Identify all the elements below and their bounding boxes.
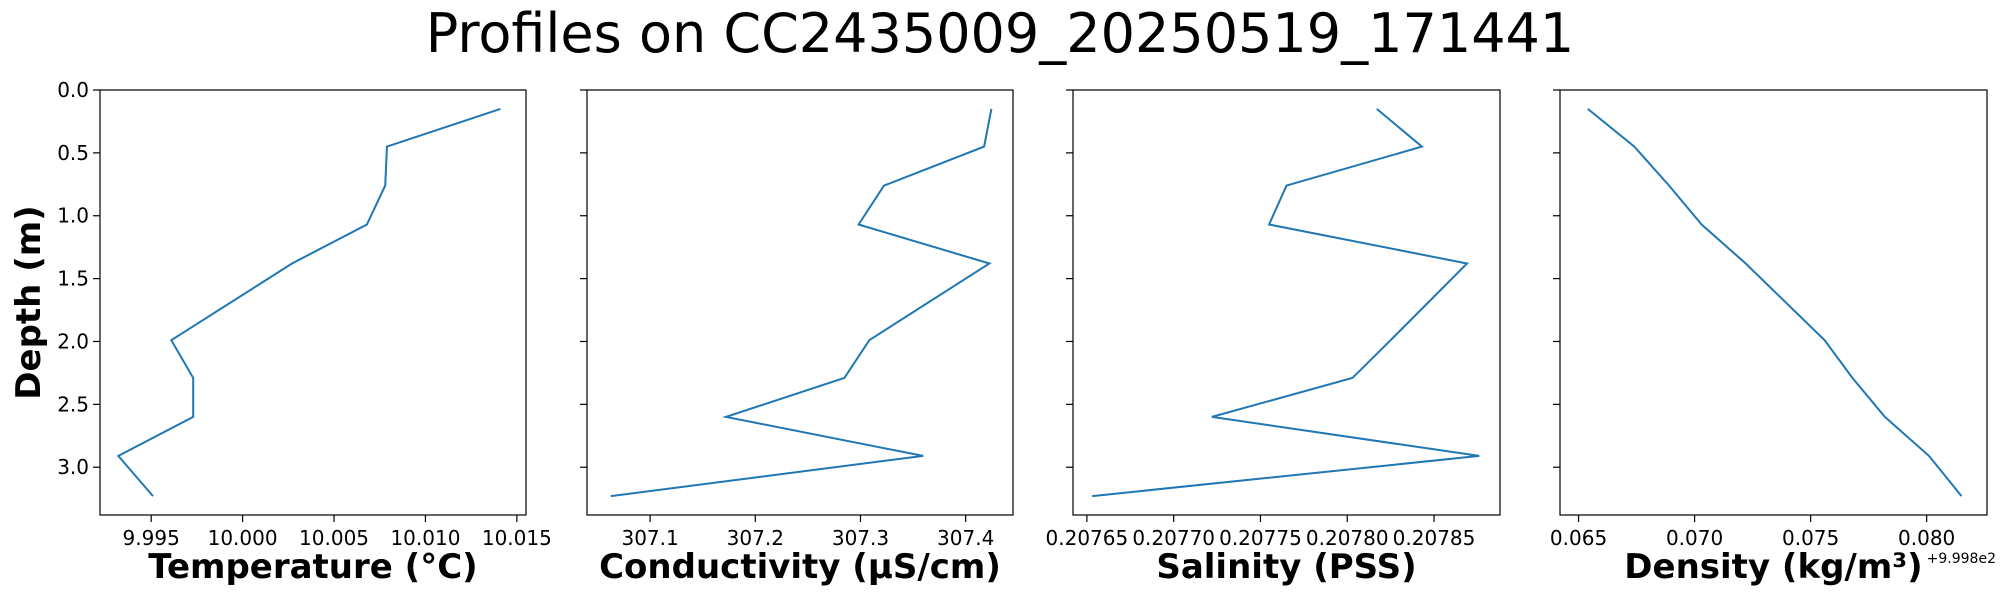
x-tick-label: 0.20775 — [1219, 526, 1302, 550]
x-tick-label: 10.015 — [482, 526, 552, 550]
x-tick-label: 0.20770 — [1132, 526, 1215, 550]
x-tick-label: 307.3 — [832, 526, 889, 550]
x-tick-label: 10.000 — [208, 526, 278, 550]
x-axis-label: Conductivity (µS/cm) — [599, 547, 1001, 587]
series-line — [1587, 108, 1963, 497]
y-axis-label: Depth (m) — [9, 205, 49, 399]
axes-frame — [1072, 89, 1501, 516]
axes-frame — [586, 89, 1014, 516]
x-offset-label: +9.998e2 — [1927, 551, 1996, 567]
x-tick-label: 0.20780 — [1306, 526, 1389, 550]
y-tick-label: 2.0 — [57, 329, 89, 353]
x-tick-label: 0.080 — [1898, 526, 1955, 550]
x-tick-label: 9.995 — [123, 526, 180, 550]
figure-title: Profiles on CC2435009_20250519_171441 — [425, 2, 1575, 65]
axes-frame — [1559, 89, 1988, 516]
x-axis-label: Temperature (°C) — [148, 547, 477, 587]
panel-1: 9.995 10.000 10.005 10.010 10.015 0.0 0.5 1.0 1.… — [9, 78, 552, 587]
x-axis-label: Salinity (PSS) — [1156, 547, 1416, 587]
x-tick-label: 0.070 — [1666, 526, 1723, 550]
y-tick-label: 0.0 — [57, 78, 89, 102]
x-tick-label: 0.20785 — [1393, 526, 1476, 550]
x-tick-label: 0.075 — [1782, 526, 1839, 550]
series-line — [116, 107, 501, 497]
x-tick-label: 307.2 — [727, 526, 784, 550]
y-tick-label: 0.5 — [57, 141, 89, 165]
x-axis-label: Density (kg/m³) — [1624, 547, 1922, 587]
series-line — [1091, 108, 1480, 498]
y-tick-label: 3.0 — [57, 455, 89, 479]
x-tick-label: 0.065 — [1550, 526, 1607, 550]
x-tick-label: 10.010 — [390, 526, 460, 550]
panel-3: 0.20765 0.20770 0.20775 0.20780 0.20785Salin… — [1046, 89, 1501, 587]
y-tick-label: 1.0 — [57, 204, 89, 228]
y-tick-label: 2.5 — [57, 392, 89, 416]
x-tick-label: 10.005 — [299, 526, 369, 550]
x-tick-label: 307.4 — [937, 526, 994, 550]
x-tick-label: 0.20765 — [1046, 526, 1129, 550]
x-tick-label: 307.1 — [621, 526, 678, 550]
y-tick-label: 1.5 — [57, 267, 89, 291]
axes-frame — [99, 89, 527, 516]
series-line — [610, 108, 993, 498]
